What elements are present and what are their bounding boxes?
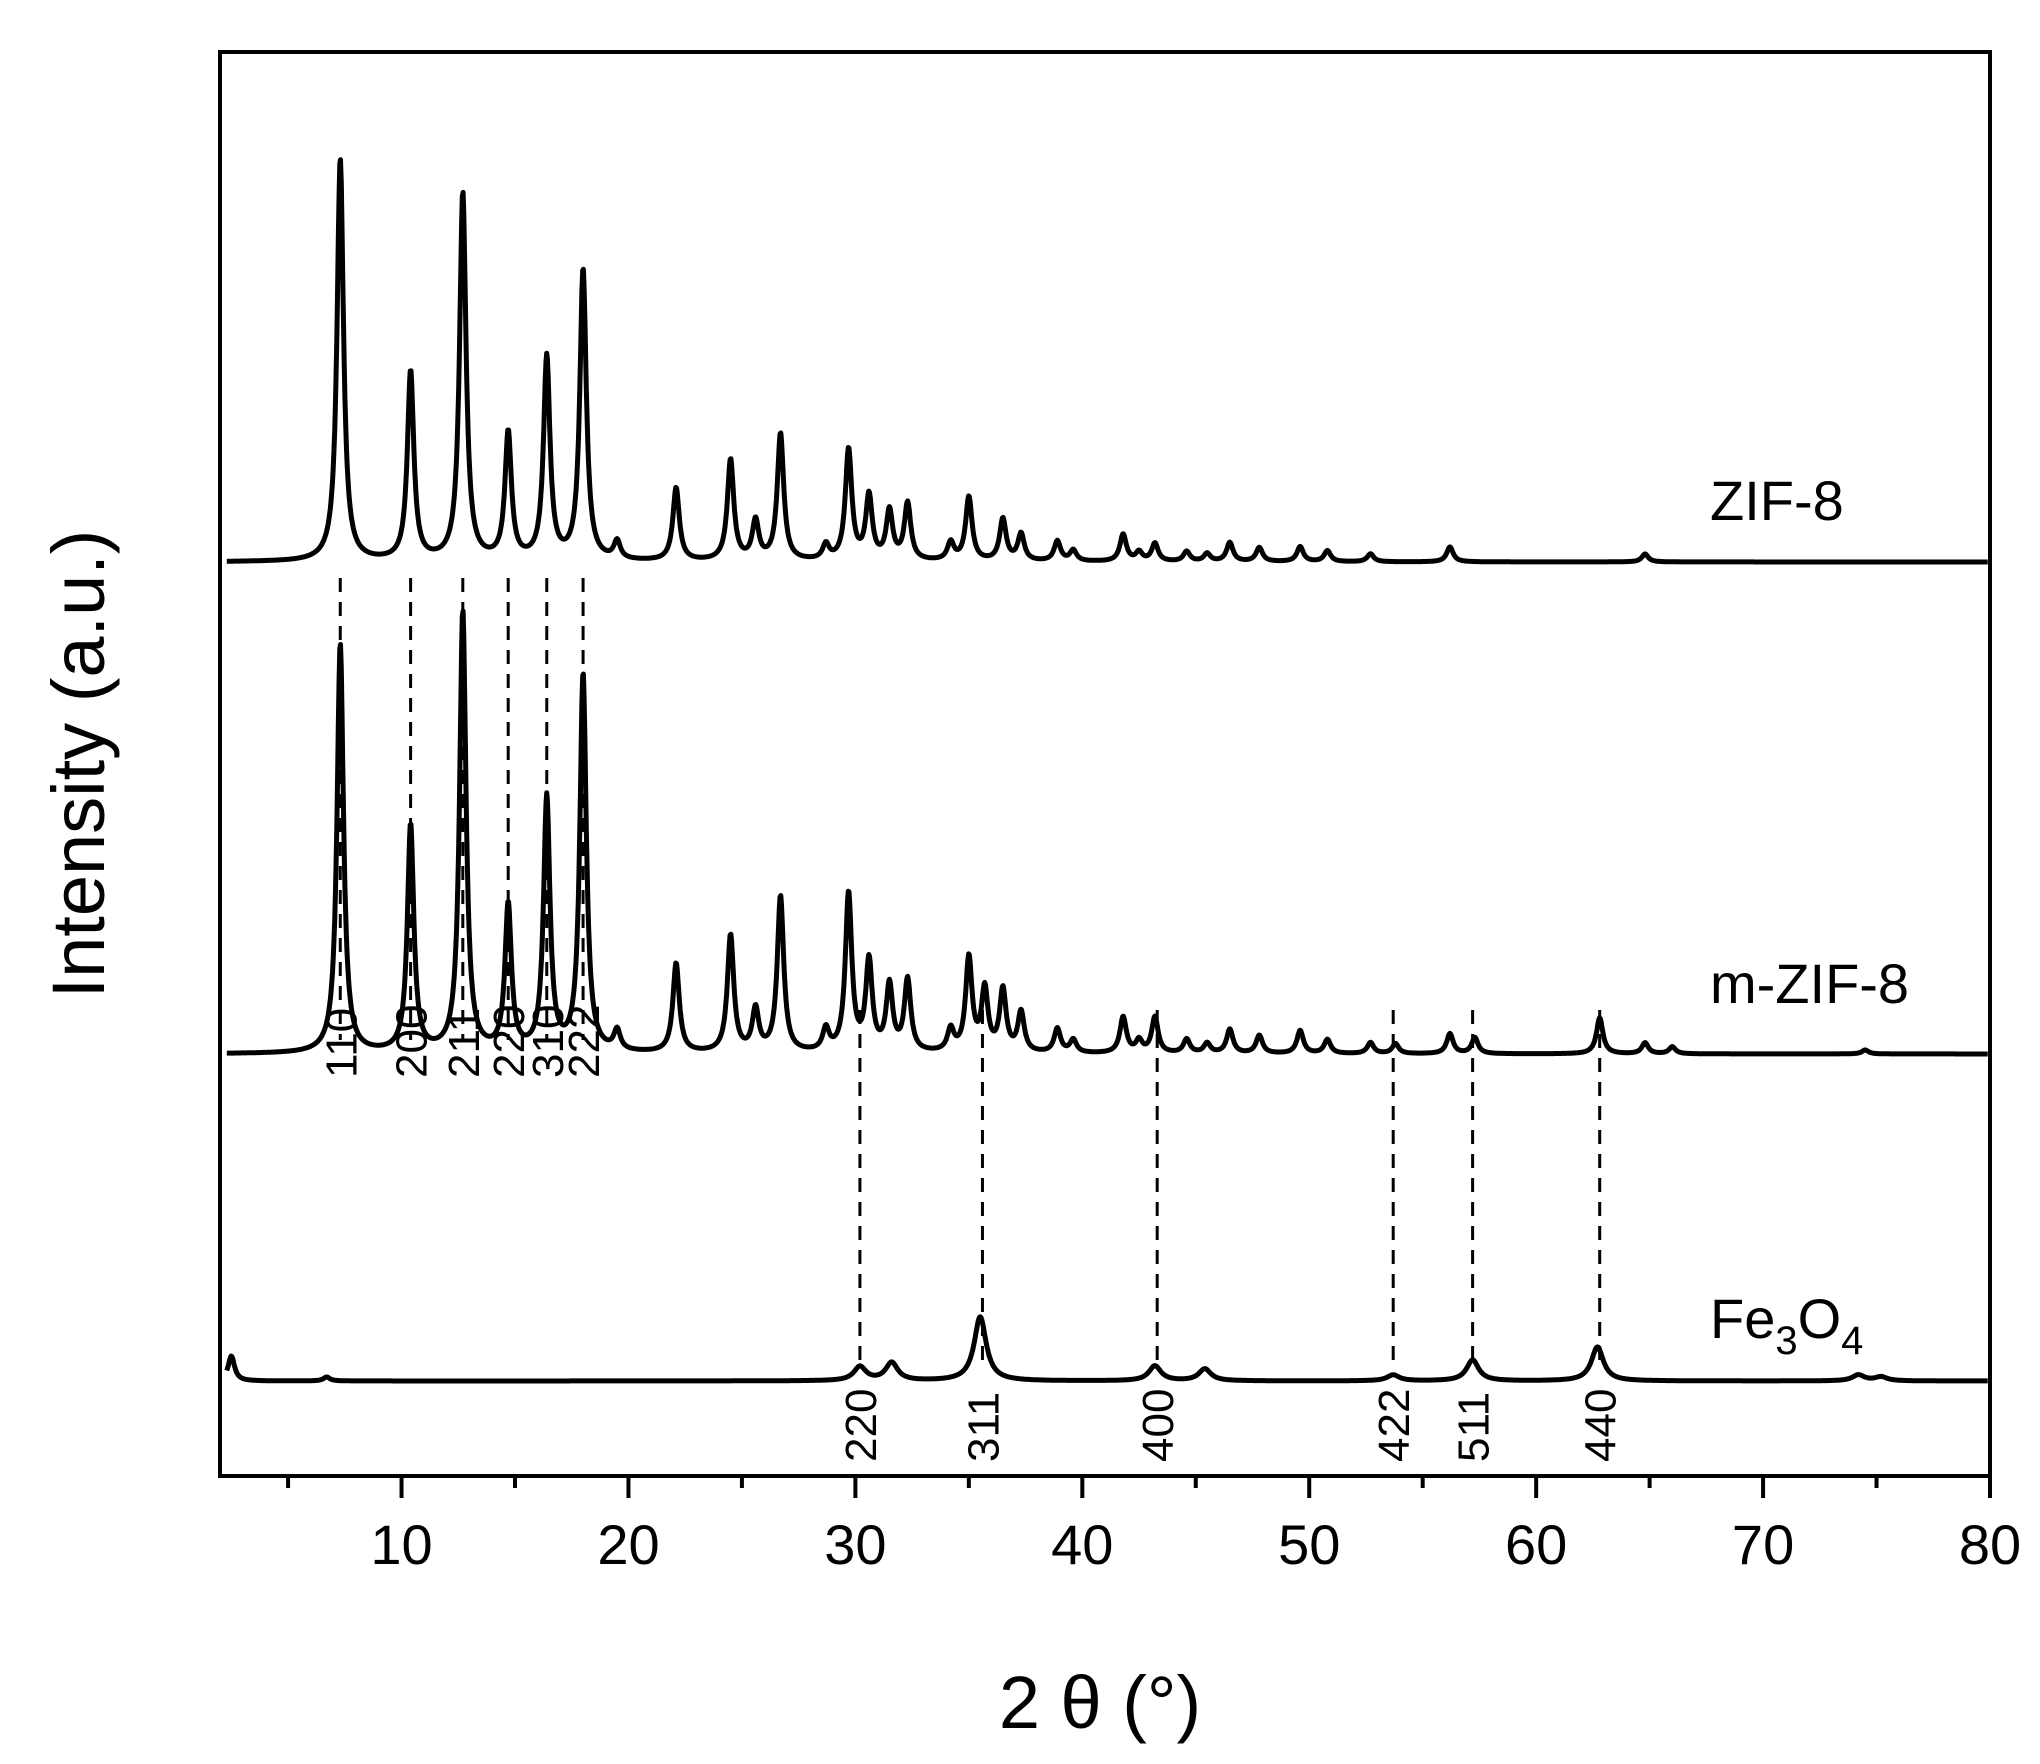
fe3o4-hkl-220: 220: [837, 1389, 886, 1462]
series-label-zif-8: ZIF-8: [1710, 469, 1844, 532]
series-line-fe3o4: [224, 1314, 1990, 1384]
x-tick-label-10: 10: [370, 1513, 432, 1576]
fe3o4-hkl-511: 511: [1450, 1392, 1499, 1462]
x-tick-label-40: 40: [1051, 1513, 1113, 1576]
series-label-fe3o4: Fe3O4: [1710, 1287, 1863, 1363]
series-label-m-zif-8: m-ZIF-8: [1710, 952, 1909, 1015]
x-tick-label-80: 80: [1959, 1513, 2021, 1576]
zif8-hkl-110: 110: [317, 1008, 366, 1078]
fe3o4-hkl-422: 422: [1370, 1389, 1419, 1462]
series-line-zif-8: [225, 157, 1990, 565]
zif8-hkl-211: 211: [440, 1008, 489, 1078]
plot-frame: [218, 50, 1992, 1478]
x-tick-label-20: 20: [597, 1513, 659, 1576]
series-lines: [224, 157, 1990, 1384]
zif8-hkl-310: 310: [524, 1005, 573, 1078]
x-tick-label-30: 30: [824, 1513, 886, 1576]
series-labels: ZIF-8 m-ZIF-8 Fe3O4: [1710, 469, 1909, 1363]
x-axis-ticks: 10 20 30 40 50 60 70 80: [286, 1476, 2021, 1576]
fe3o4-hkl-311: 311: [960, 1392, 1009, 1462]
series-line-m-zif-8: [225, 608, 1990, 1057]
x-tick-label-50: 50: [1278, 1513, 1340, 1576]
zif8-hkl-220: 220: [485, 1005, 534, 1078]
fe3o4-hkl-400: 400: [1134, 1389, 1183, 1462]
y-axis-title: Intensity (a.u.): [37, 530, 120, 999]
fe3o4-hkl-440: 440: [1577, 1389, 1626, 1462]
x-tick-label-60: 60: [1505, 1513, 1567, 1576]
x-axis-title: 2 θ (°): [999, 1661, 1201, 1744]
x-tick-label-70: 70: [1732, 1513, 1794, 1576]
zif8-hkl-200: 200: [388, 1005, 437, 1078]
reflection-dash-lines: [338, 578, 1602, 1360]
zif8-hkl-222: 222: [560, 1005, 609, 1078]
